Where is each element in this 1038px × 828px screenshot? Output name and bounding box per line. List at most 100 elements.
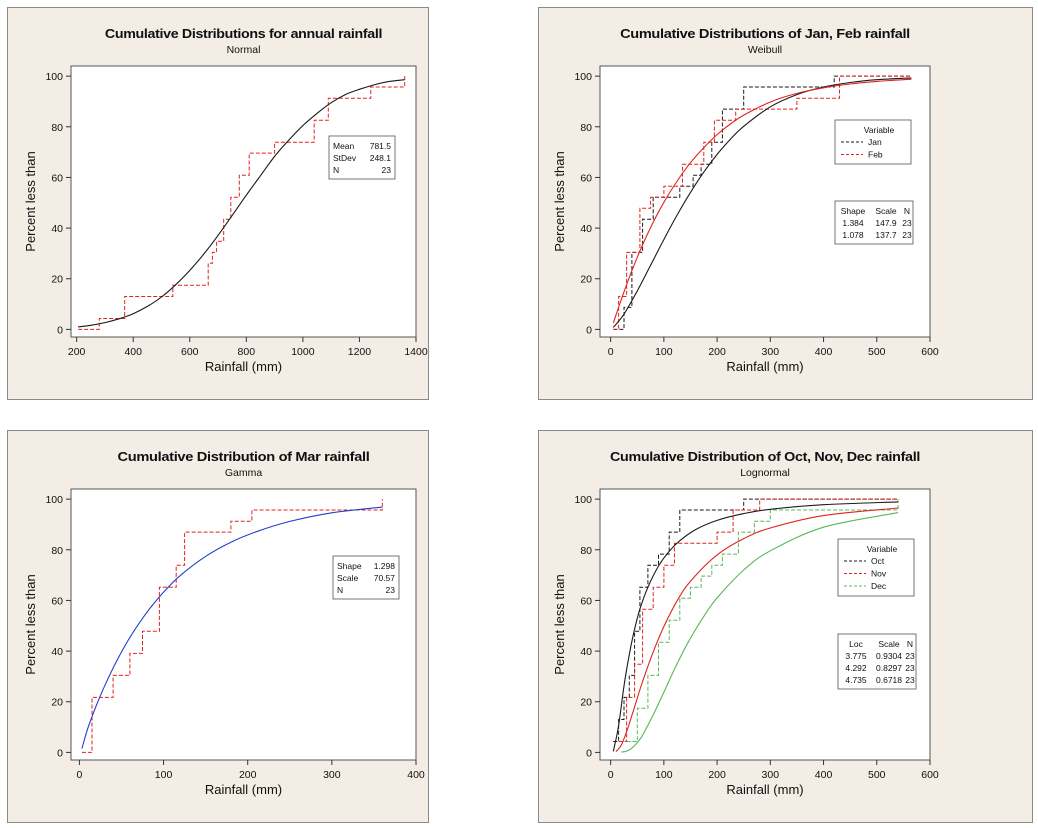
fitted-cdf-line — [78, 79, 405, 328]
y-tick-label: 100 — [45, 494, 63, 506]
chart-title: Cumulative Distributions for annual rain… — [105, 26, 382, 41]
stats-header: N — [904, 206, 910, 216]
y-tick-label: 80 — [580, 122, 592, 134]
chart-panel-jan-feb: Cumulative Distributions of Jan, Feb rai… — [538, 7, 1033, 400]
plot-area — [70, 488, 417, 761]
x-axis-label: Rainfall (mm) — [205, 359, 282, 374]
y-axis-label: Percent less than — [552, 574, 567, 674]
legend-entry: Oct — [871, 556, 885, 566]
plot-area — [599, 488, 931, 761]
series-group — [78, 76, 406, 330]
stats-cell: StDev — [333, 153, 357, 163]
y-tick-label: 100 — [45, 71, 63, 83]
fitted-cdf-line-jan — [612, 77, 912, 328]
y-tick-label: 80 — [51, 545, 63, 557]
empirical-cdf-line-dec — [626, 499, 899, 742]
x-tick-label: 500 — [868, 346, 886, 358]
stats-cell: 0.6718 — [876, 675, 902, 685]
y-tick-label: 0 — [57, 324, 63, 336]
legend-entry: Feb — [868, 150, 883, 160]
stats-header: Loc — [849, 639, 863, 649]
chart-svg: Cumulative Distributions of Jan, Feb rai… — [552, 26, 939, 374]
y-tick-label: 40 — [580, 223, 592, 235]
stats-header: Shape — [841, 206, 866, 216]
y-tick-label: 60 — [51, 595, 63, 607]
stats-cell: 147.9 — [875, 218, 897, 228]
legend-title: Variable — [864, 125, 895, 135]
series-group — [612, 498, 899, 753]
x-tick-label: 400 — [815, 769, 833, 781]
x-tick-label: 500 — [868, 769, 886, 781]
y-axis-label: Percent less than — [23, 574, 38, 674]
x-tick-label: 600 — [921, 769, 939, 781]
x-tick-label: 0 — [608, 769, 614, 781]
chart-subtitle: Weibull — [748, 44, 782, 56]
x-tick-label: 300 — [323, 769, 341, 781]
stats-cell: 1.298 — [374, 561, 396, 571]
x-tick-label: 100 — [155, 769, 173, 781]
x-axis-label: Rainfall (mm) — [726, 359, 803, 374]
x-tick-label: 400 — [407, 769, 425, 781]
x-tick-label: 200 — [708, 769, 726, 781]
x-tick-label: 1200 — [348, 346, 372, 358]
y-axis-label: Percent less than — [552, 151, 567, 251]
stats-cell: 70.57 — [374, 573, 396, 583]
stats-cell: 1.078 — [842, 230, 864, 240]
fitted-cdf-line — [81, 506, 383, 749]
empirical-cdf-line-oct — [613, 498, 899, 742]
y-tick-label: 40 — [51, 223, 63, 235]
y-tick-label: 20 — [580, 697, 592, 709]
chart-subtitle: Lognormal — [740, 467, 790, 479]
stats-box — [834, 200, 914, 245]
y-axis-label: Percent less than — [23, 151, 38, 251]
chart-title: Cumulative Distribution of Oct, Nov, Dec… — [610, 449, 920, 464]
legend-entry: Dec — [871, 581, 887, 591]
y-tick-label: 0 — [586, 747, 592, 759]
x-tick-label: 1400 — [404, 346, 428, 358]
stats-cell: 0.9304 — [876, 651, 902, 661]
legend-title: Variable — [867, 544, 898, 554]
chart-subtitle: Normal — [227, 44, 261, 56]
empirical-cdf-line-nov — [618, 498, 899, 742]
stats-cell: 137.7 — [875, 230, 897, 240]
y-tick-label: 60 — [580, 595, 592, 607]
x-tick-label: 800 — [238, 346, 256, 358]
stats-cell: 23 — [902, 230, 912, 240]
chart-title: Cumulative Distribution of Mar rainfall — [118, 449, 370, 464]
y-tick-label: 60 — [580, 172, 592, 184]
y-tick-label: 40 — [51, 646, 63, 658]
stats-cell: 23 — [905, 663, 915, 673]
stats-header: N — [907, 639, 913, 649]
stats-cell: 23 — [386, 585, 396, 595]
x-axis-label: Rainfall (mm) — [205, 782, 282, 797]
y-tick-label: 40 — [580, 646, 592, 658]
x-tick-label: 100 — [655, 769, 673, 781]
x-tick-label: 200 — [239, 769, 257, 781]
chart-panel-mar: Cumulative Distribution of Mar rainfall G… — [7, 430, 429, 823]
stats-cell: 3.775 — [845, 651, 867, 661]
chart-svg: Cumulative Distribution of Oct, Nov, Dec… — [552, 449, 939, 797]
chart-title: Cumulative Distributions of Jan, Feb rai… — [620, 26, 910, 41]
x-tick-label: 600 — [921, 346, 939, 358]
stats-cell: N — [337, 585, 343, 595]
stats-cell: 23 — [382, 165, 392, 175]
legend-entry: Nov — [871, 569, 887, 579]
series-group — [81, 499, 383, 753]
fitted-cdf-line-oct — [612, 501, 899, 752]
chart-panel-oct-nov-dec: Cumulative Distribution of Oct, Nov, Dec… — [538, 430, 1033, 823]
stats-cell: 4.292 — [845, 663, 867, 673]
stats-cell: 1.384 — [842, 218, 864, 228]
legend-entry: Jan — [868, 137, 882, 147]
x-tick-label: 300 — [762, 346, 780, 358]
stats-cell: 0.8297 — [876, 663, 902, 673]
stats-cell: 23 — [905, 651, 915, 661]
x-tick-label: 0 — [608, 346, 614, 358]
chart-panel-annual: Cumulative Distributions for annual rain… — [7, 7, 429, 400]
x-tick-label: 400 — [815, 346, 833, 358]
x-tick-label: 600 — [181, 346, 199, 358]
y-tick-label: 20 — [51, 697, 63, 709]
stats-header: Scale — [875, 206, 897, 216]
y-tick-label: 80 — [51, 122, 63, 134]
stats-cell: Mean — [333, 141, 355, 151]
stats-box — [332, 555, 400, 600]
